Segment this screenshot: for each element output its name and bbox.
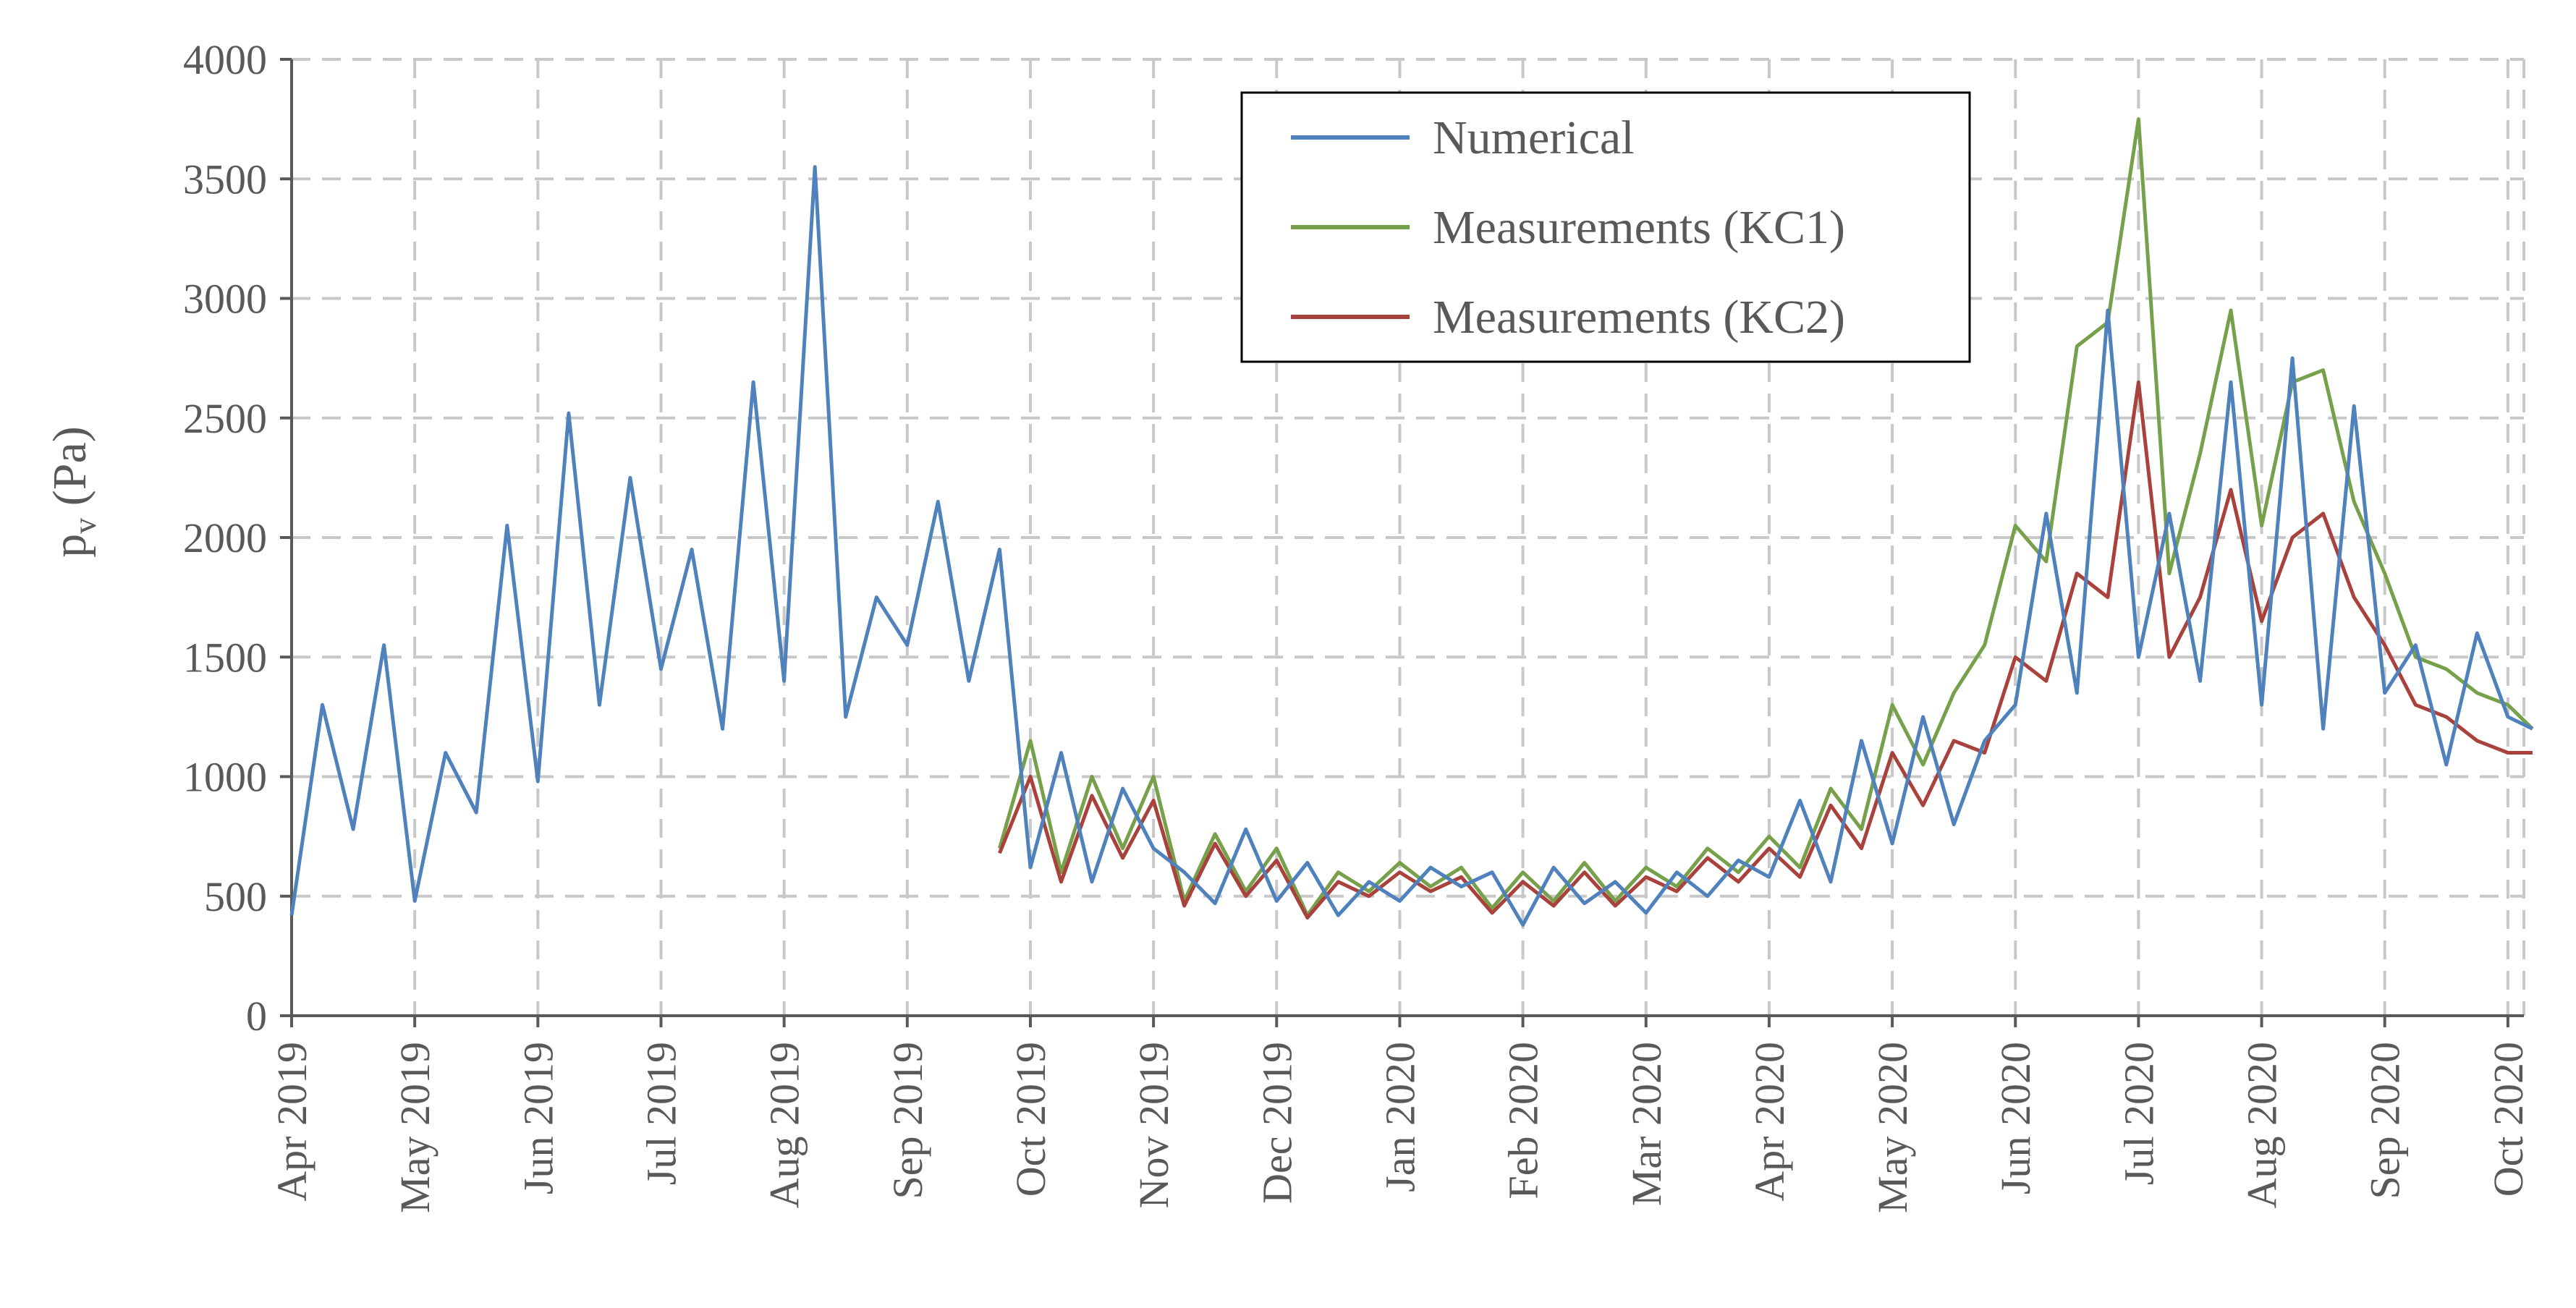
- x-tick-label-1: May 2019: [391, 1042, 438, 1213]
- series-line-measurements-kc1: [997, 117, 2534, 917]
- y-axis-title-main: p: [43, 534, 96, 558]
- x-tick-label-12: Apr 2020: [1746, 1042, 1793, 1202]
- legend-label-kc2: Measurements (KC2): [1433, 291, 1845, 344]
- x-tick-label-11: Mar 2020: [1623, 1042, 1670, 1206]
- x-tick-label-10: Feb 2020: [1500, 1042, 1547, 1199]
- series-line-numerical: [289, 165, 2533, 927]
- legend: Numerical Measurements (KC1) Measurement…: [1240, 91, 1971, 363]
- series-line-measurements-kc2: [998, 380, 2533, 920]
- x-tick-label-15: Jul 2020: [2115, 1042, 2162, 1185]
- y-tick-label-500: 500: [204, 873, 267, 920]
- x-tick-label-6: Oct 2019: [1007, 1042, 1054, 1197]
- x-tick-label-16: Aug 2020: [2239, 1042, 2286, 1208]
- x-tick-labels: Apr 2019 May 2019 Jun 2019 Jul 2019 Aug 2019…: [268, 1042, 2532, 1213]
- y-axis-title-subscript: v: [67, 518, 103, 534]
- y-tick-label-4000: 4000: [183, 36, 267, 83]
- x-tick-label-0: Apr 2019: [268, 1042, 315, 1202]
- legend-label-kc1: Measurements (KC1): [1433, 201, 1845, 254]
- axes: [280, 58, 2524, 1027]
- x-tick-label-14: Jun 2020: [1992, 1042, 2039, 1194]
- x-tick-label-13: May 2020: [1869, 1042, 1916, 1213]
- x-tick-label-8: Dec 2019: [1253, 1042, 1300, 1204]
- x-tick-label-2: Jun 2019: [514, 1042, 562, 1194]
- y-tick-label-0: 0: [246, 993, 267, 1040]
- x-tick-label-7: Nov 2019: [1130, 1042, 1177, 1208]
- y-tick-label-2500: 2500: [183, 395, 267, 442]
- y-tick-label-2000: 2000: [183, 514, 267, 561]
- series-group: [289, 117, 2534, 927]
- y-tick-label-1500: 1500: [183, 634, 267, 681]
- legend-label-numerical: Numerical: [1433, 111, 1635, 164]
- y-tick-label-3000: 3000: [183, 276, 267, 323]
- x-tick-label-17: Sep 2020: [2362, 1042, 2409, 1199]
- x-tick-label-9: Jan 2020: [1376, 1042, 1423, 1192]
- y-axis-title: pv (Pa): [43, 426, 103, 557]
- y-tick-label-3500: 3500: [183, 156, 267, 203]
- x-tick-label-3: Jul 2019: [637, 1042, 685, 1185]
- y-tick-label-1000: 1000: [183, 754, 267, 801]
- x-tick-label-5: Sep 2019: [884, 1042, 931, 1199]
- y-axis-title-unit: (Pa): [43, 426, 96, 517]
- x-tick-label-4: Aug 2019: [761, 1042, 808, 1208]
- y-tick-labels: 0 500 1000 1500 2000 2500 3000 3500 4000: [183, 36, 267, 1040]
- x-tick-label-18: Oct 2020: [2485, 1042, 2532, 1197]
